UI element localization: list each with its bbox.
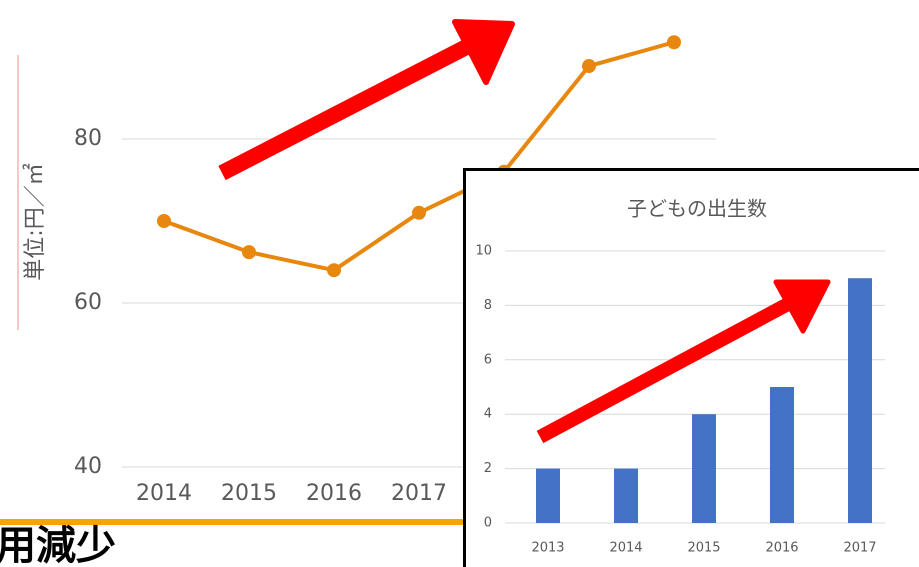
x-tick-label: 2014: [136, 481, 192, 506]
y-tick-label: 60: [74, 290, 102, 315]
point: [327, 263, 341, 278]
point: [242, 245, 256, 260]
arrow-head: [452, 19, 515, 85]
bar: [536, 468, 560, 523]
y-tick-label: 6: [484, 352, 492, 367]
y-tick-label: 4: [484, 407, 492, 422]
x-tick-label: 2016: [306, 481, 362, 506]
bar: [848, 278, 872, 523]
x-tick-label: 2015: [687, 541, 720, 556]
y-tick-label: 2: [484, 461, 492, 476]
bar: [614, 468, 638, 523]
point: [667, 35, 681, 50]
line-chart: 単位:円／㎡ 40 60 80 2014 2015 2016 2017: [22, 35, 716, 506]
point: [157, 214, 171, 228]
y-tick-label: 10: [475, 244, 492, 259]
y-axis-label: 単位:円／㎡: [22, 163, 48, 280]
bar: [770, 387, 794, 523]
y-tick-label: 0: [484, 516, 492, 531]
x-tick-label: 2014: [609, 541, 642, 556]
y-tick-label: 40: [74, 454, 102, 479]
arrow-shaft: [536, 289, 807, 444]
arrow: [536, 279, 831, 444]
point: [582, 59, 596, 74]
chart-title: 子どもの出生数: [627, 197, 767, 221]
y-tick-label: 8: [484, 298, 492, 313]
bar-chart: 子どもの出生数 0 2 4 6 8 10 2013 2014 2015 2016 2017: [475, 197, 885, 556]
arrow: [218, 19, 515, 181]
point: [412, 205, 426, 220]
x-tick-label: 2013: [531, 541, 564, 556]
arrow-head: [773, 279, 831, 334]
x-tick-label: 2017: [391, 481, 447, 506]
bar: [692, 414, 716, 523]
y-tick-label: 80: [74, 126, 102, 151]
caption: 用減少: [0, 523, 116, 567]
arrow-shaft: [218, 33, 482, 181]
x-tick-label: 2017: [843, 541, 876, 556]
x-tick-label: 2015: [221, 481, 277, 506]
x-tick-label: 2016: [765, 541, 798, 556]
